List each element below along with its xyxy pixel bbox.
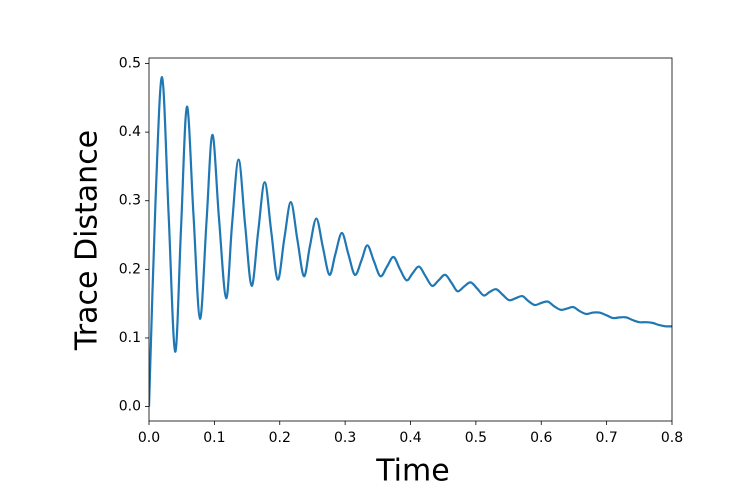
x-tick-label: 0.7: [595, 430, 617, 446]
y-tick-label: 0.2: [119, 261, 141, 277]
y-tick-label: 0.3: [119, 193, 141, 209]
y-tick-label: 0.4: [119, 124, 141, 140]
y-tick-label: 0.1: [119, 330, 141, 346]
x-tick-label: 0.4: [399, 430, 421, 446]
y-axis-label: Trace Distance: [70, 130, 105, 351]
x-tick-label: 0.8: [661, 430, 683, 446]
y-tick-label: 0.5: [119, 55, 141, 71]
x-tick-label: 0.3: [334, 430, 356, 446]
y-tick-label: 0.0: [119, 399, 141, 415]
x-tick-label: 0.6: [530, 430, 552, 446]
plot-frame: [148, 57, 673, 422]
x-tick-label: 0.2: [269, 430, 291, 446]
x-tick-label: 0.5: [465, 430, 487, 446]
x-tick-label: 0.0: [138, 430, 160, 446]
data-line: [149, 76, 672, 407]
x-axis-label: Time: [375, 454, 449, 489]
x-tick-label: 0.1: [203, 430, 225, 446]
